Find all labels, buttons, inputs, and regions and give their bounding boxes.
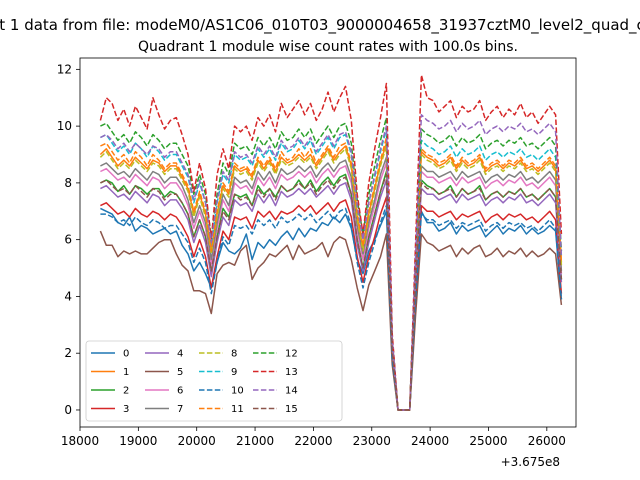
y-tick-label: 2 (64, 346, 72, 360)
legend-label-15: 15 (285, 404, 298, 415)
series-line-8 (99, 145, 563, 411)
legend-box (85, 340, 343, 422)
series-lines (99, 74, 563, 411)
legend-label-7: 7 (177, 404, 183, 415)
series-line-14 (100, 114, 563, 411)
legend-label-9: 9 (231, 367, 237, 378)
series-line-9 (100, 128, 563, 411)
legend-label-5: 5 (177, 367, 183, 378)
y-axis-ticks: 0 2 4 6 8 10 12 (57, 62, 80, 417)
y-tick-label: 0 (64, 403, 72, 417)
x-tick-label: 19000 (119, 434, 157, 448)
y-tick-label: 8 (64, 176, 72, 190)
x-tick-label: 20000 (178, 434, 216, 448)
series-line-6 (100, 162, 563, 411)
series-line-15 (100, 173, 563, 411)
series-line-12 (100, 116, 563, 411)
y-tick-label: 12 (57, 62, 72, 76)
y-tick-label: 10 (57, 119, 72, 133)
legend-label-13: 13 (285, 367, 298, 378)
y-tick-label: 6 (64, 233, 72, 247)
series-line-0 (100, 207, 563, 411)
x-tick-label: 21000 (236, 434, 274, 448)
x-axis-ticks: 18000 19000 20000 21000 22000 23000 24000 25000… (61, 427, 566, 448)
y-tick-label: 4 (64, 289, 72, 303)
legend-label-8: 8 (231, 349, 237, 360)
legend-label-2: 2 (123, 386, 129, 397)
legend-label-11: 11 (231, 404, 244, 415)
legend-label-3: 3 (123, 404, 129, 415)
legend-label-12: 12 (285, 349, 298, 360)
x-axis-offset-label: +3.675e8 (501, 455, 560, 469)
x-tick-label: 22000 (294, 434, 332, 448)
legend-label-4: 4 (177, 349, 183, 360)
series-line-10 (100, 204, 563, 411)
series-line-13 (99, 74, 563, 411)
series-line-1 (99, 142, 563, 411)
figure-suptitle: Quadrant 1 data from file: modeM0/AS1C06… (0, 16, 640, 35)
chart-title: Quadrant 1 module wise count rates with … (138, 39, 518, 55)
legend-label-1: 1 (123, 367, 129, 378)
axes-frame (79, 57, 577, 428)
series-line-11 (100, 136, 563, 411)
x-tick-label: 25000 (469, 434, 507, 448)
legend-label-14: 14 (285, 386, 298, 397)
legend-label-6: 6 (177, 386, 183, 397)
x-tick-label: 18000 (61, 434, 99, 448)
series-line-7 (100, 156, 563, 411)
legend-label-10: 10 (231, 386, 244, 397)
series-line-3 (100, 196, 563, 411)
series-line-5 (99, 230, 563, 411)
legend-label-0: 0 (123, 349, 129, 360)
x-tick-label: 26000 (528, 434, 566, 448)
x-tick-label: 23000 (353, 434, 391, 448)
x-tick-label: 24000 (411, 434, 449, 448)
series-line-4 (100, 179, 563, 411)
